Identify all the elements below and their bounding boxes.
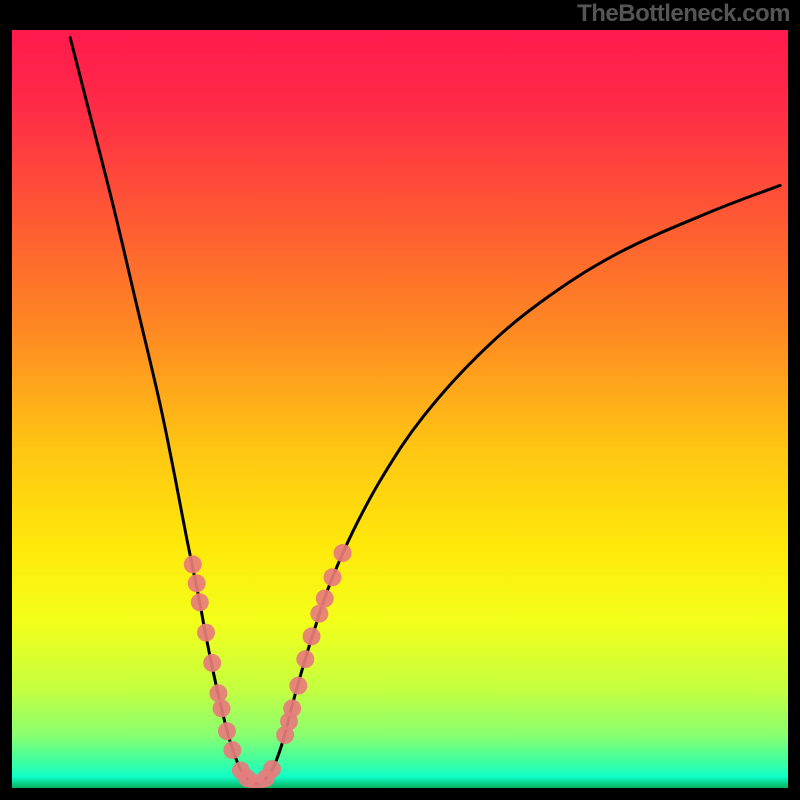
watermark-label: TheBottleneck.com (577, 0, 790, 28)
data-point (283, 699, 301, 717)
data-point (218, 722, 236, 740)
data-point (191, 593, 209, 611)
data-point (209, 684, 227, 702)
data-point (289, 677, 307, 695)
data-point (213, 699, 231, 717)
data-point (203, 654, 221, 672)
data-point (188, 574, 206, 592)
data-point (184, 555, 202, 573)
data-point (263, 760, 281, 778)
data-point (223, 741, 241, 759)
chart-plot-area (12, 30, 788, 788)
data-point (334, 544, 352, 562)
data-point (323, 568, 341, 586)
data-point (197, 624, 215, 642)
chart-svg (12, 30, 788, 788)
gradient-background (12, 30, 788, 788)
data-point (316, 590, 334, 608)
data-point (303, 627, 321, 645)
data-point (296, 650, 314, 668)
